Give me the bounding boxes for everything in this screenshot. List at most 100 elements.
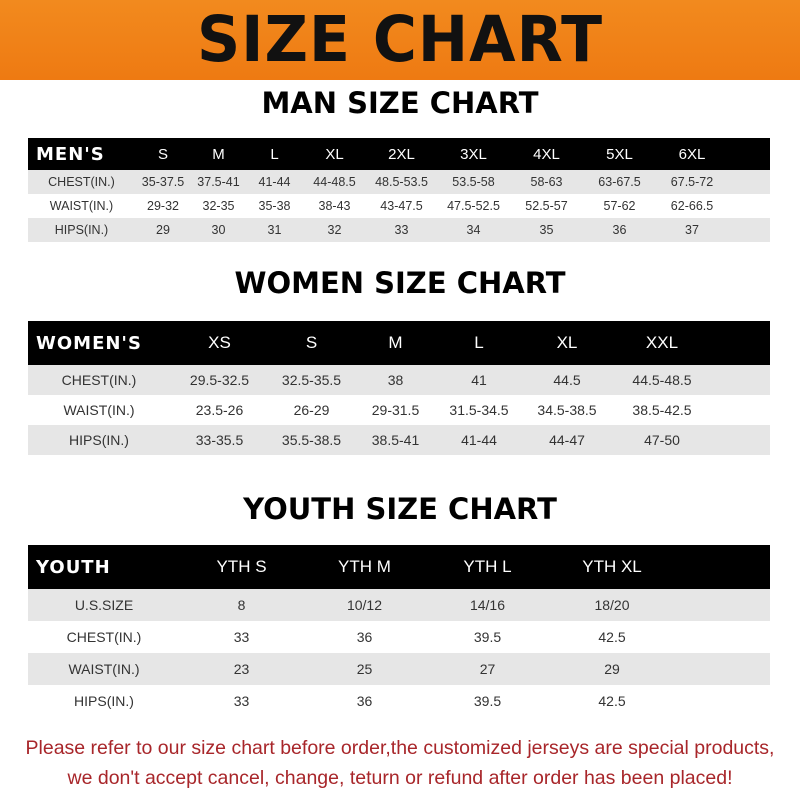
table-cell: 39.5 (473, 629, 502, 645)
youth-size-table: YOUTH YTH S YTH M YTH L YTH XL U.S.SIZE 8 10/12… (28, 545, 770, 717)
order-notice: Please refer to our size chart before or… (0, 733, 800, 793)
table-cell: L (474, 333, 484, 352)
table-cell: YTH S (216, 557, 267, 576)
table-cell: XL (325, 145, 344, 163)
table-cell: 52.5-57 (525, 199, 568, 213)
row-label: WOMEN'S (36, 332, 142, 354)
table-cell: 57-62 (603, 199, 636, 213)
table-cell: 14/16 (469, 597, 506, 613)
table-cell: 38-43 (318, 199, 351, 213)
table-cell: 30 (211, 223, 226, 237)
table-cell: YTH L (463, 557, 512, 576)
notice-line-1: Please refer to our size chart before or… (25, 737, 775, 759)
table-cell: 58-63 (530, 175, 563, 189)
banner-title: SIZE CHART (196, 3, 604, 77)
table-cell: 42.5 (598, 629, 626, 645)
table-cell: 43-47.5 (380, 199, 423, 213)
row-label: MEN'S (36, 143, 105, 165)
row-label: HIPS(IN.) (54, 223, 109, 237)
table-cell: 25 (356, 661, 373, 677)
table-cell: 35-38 (258, 199, 291, 213)
table-cell: 38.5-42.5 (632, 402, 692, 418)
table-cell: XL (556, 333, 578, 352)
table-cell: L (270, 145, 279, 163)
table-cell: 33 (233, 693, 250, 709)
table-cell: 36 (356, 629, 373, 645)
table-cell: 27 (479, 661, 496, 677)
table-cell: 35.5-38.5 (281, 432, 342, 448)
table-cell: 4XL (533, 145, 560, 163)
table-cell: 36 (356, 693, 373, 709)
table-cell: YTH XL (582, 557, 642, 576)
table-cell: 41-44 (461, 432, 497, 448)
men-size-table: MEN'S S M L XL 2XL 3XL 4XL 5XL 6XL CHEST(IN.) 35-37… (28, 138, 770, 242)
table-cell: M (212, 145, 225, 163)
table-header-row: MEN'S S M L XL 2XL 3XL 4XL 5XL 6XL (28, 138, 770, 170)
row-label: WAIST(IN.) (63, 402, 135, 418)
table-cell: 3XL (460, 145, 487, 163)
row-label: HIPS(IN.) (74, 693, 134, 709)
table-cell: 39.5 (473, 693, 502, 709)
row-label: WAIST(IN.) (68, 661, 140, 677)
table-cell: XXL (645, 333, 679, 352)
table-cell: M (388, 333, 403, 352)
table-cell: 44.5 (553, 372, 581, 388)
row-label: YOUTH (36, 556, 111, 578)
row-label: WAIST(IN.) (49, 199, 114, 213)
table-cell: 10/12 (346, 597, 383, 613)
row-label: U.S.SIZE (74, 597, 134, 613)
table-cell: 47-50 (644, 432, 680, 448)
table-row: WAIST(IN.) 29-32 32-35 35-38 38-43 43-47.5 47.… (28, 194, 770, 218)
table-cell: 32-35 (202, 199, 235, 213)
table-row: CHEST(IN.) 33 36 39.5 42.5 (28, 621, 770, 653)
table-cell: S (157, 145, 168, 163)
table-cell: 32 (327, 223, 342, 237)
table-cell: 35 (539, 223, 554, 237)
table-cell: 8 (237, 597, 246, 613)
table-cell: 29.5-32.5 (189, 372, 250, 388)
men-section-title: MAN SIZE CHART (261, 86, 539, 120)
table-row: HIPS(IN.) 33-35.5 35.5-38.5 38.5-41 41-44 44-… (28, 425, 770, 455)
table-cell: 67.5-72 (670, 175, 714, 189)
table-row: WAIST(IN.) 23.5-26 26-29 29-31.5 31.5-34.5 34… (28, 395, 770, 425)
table-cell: 41-44 (258, 175, 291, 189)
table-cell: 29 (604, 661, 620, 677)
table-cell: 53.5-58 (452, 175, 495, 189)
table-cell: 34.5-38.5 (537, 402, 597, 418)
table-cell: 31 (267, 223, 282, 237)
table-cell: XS (208, 333, 231, 352)
notice-line-2: we don't accept cancel, change, teturn o… (67, 767, 733, 789)
table-cell: 42.5 (598, 693, 626, 709)
table-cell: 44-48.5 (313, 175, 356, 189)
table-row: U.S.SIZE 8 10/12 14/16 18/20 (28, 589, 770, 621)
row-label: CHEST(IN.) (61, 372, 137, 388)
table-cell: 31.5-34.5 (449, 402, 509, 418)
table-cell: 23.5-26 (195, 402, 244, 418)
table-cell: 33 (233, 629, 250, 645)
row-label: CHEST(IN.) (66, 629, 142, 645)
table-cell: 2XL (388, 145, 415, 163)
table-cell: 48.5-53.5 (375, 175, 428, 189)
table-cell: YTH M (338, 557, 391, 576)
table-cell: 18/20 (594, 597, 630, 613)
table-cell: 44-47 (549, 432, 585, 448)
table-cell: 38.5-41 (371, 432, 420, 448)
table-row: HIPS(IN.) 33 36 39.5 42.5 (28, 685, 770, 717)
table-cell: 29-31.5 (371, 402, 420, 418)
table-cell: 29 (156, 223, 170, 237)
table-cell: 32.5-35.5 (281, 372, 342, 388)
row-label: HIPS(IN.) (69, 432, 129, 448)
table-cell: 5XL (606, 145, 633, 163)
table-cell: 34 (466, 223, 481, 237)
table-header-row: WOMEN'S XS S M L XL XXL (28, 321, 770, 365)
table-cell: 26-29 (293, 402, 330, 418)
table-cell: S (305, 333, 318, 352)
table-cell: 36 (612, 223, 627, 237)
size-chart-banner: SIZE CHART (0, 0, 800, 80)
table-cell: 29-32 (147, 199, 179, 213)
table-header-row: YOUTH YTH S YTH M YTH L YTH XL (28, 545, 770, 589)
table-cell: 63-67.5 (598, 175, 641, 189)
table-row: CHEST(IN.) 29.5-32.5 32.5-35.5 38 41 44.5 44.5… (28, 365, 770, 395)
table-cell: 33 (394, 223, 409, 237)
table-cell: 62-66.5 (670, 199, 714, 213)
